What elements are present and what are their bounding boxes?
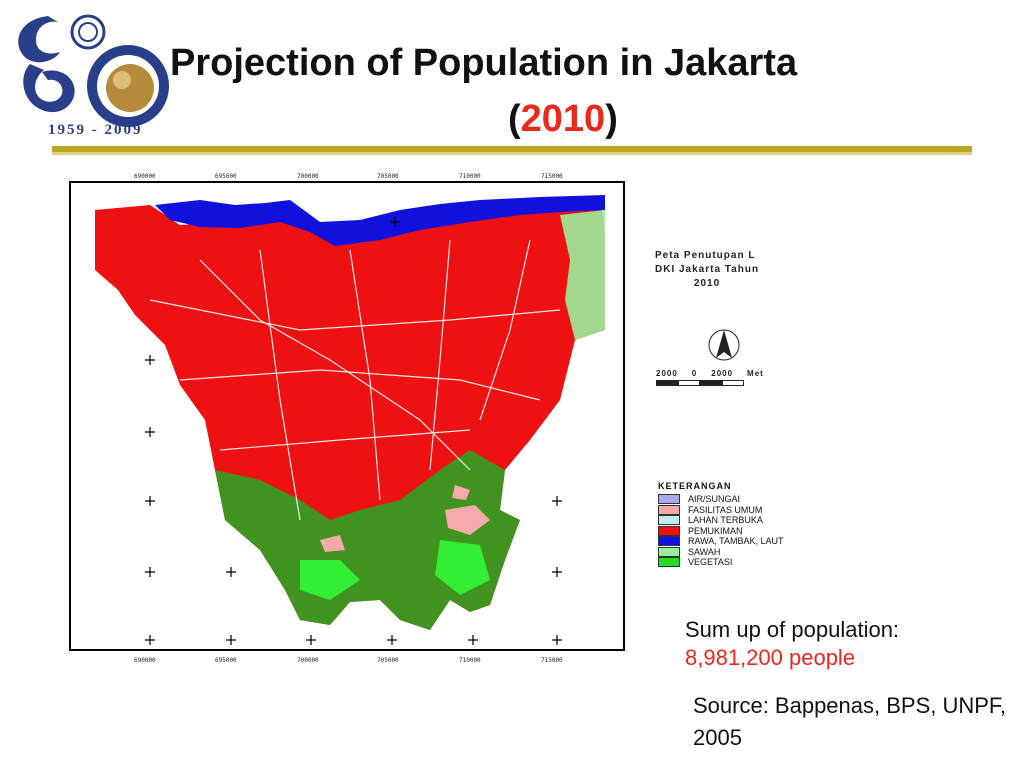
- legend-title: KETERANGAN: [658, 481, 732, 491]
- logo-years: 1959 - 2009: [48, 122, 143, 138]
- title-divider: [52, 146, 972, 152]
- vegetation-zone: [215, 450, 520, 630]
- legend-item: RAWA, TAMBAK, LAUT: [658, 536, 784, 547]
- subtitle-year: 2010: [520, 98, 606, 140]
- legend-item: FASILITAS UMUM: [658, 504, 784, 516]
- north-arrow-icon: [708, 329, 740, 361]
- legend-item: VEGETASI: [658, 557, 784, 568]
- seal-icon: [70, 14, 106, 50]
- bottom-tick: 715000: [541, 657, 563, 664]
- top-tick: 690000: [134, 173, 156, 180]
- top-tick: 705000: [377, 173, 399, 180]
- top-tick: 715000: [541, 173, 563, 180]
- bottom-tick: 710000: [459, 657, 481, 664]
- title-divider-shadow: [52, 152, 972, 155]
- legend-item: PEMUKIMAN: [658, 525, 784, 537]
- top-tick: 695000: [215, 173, 237, 180]
- map-title: Peta Penutupan L DKI Jakarta Tahun 2010: [655, 250, 760, 289]
- legend-item: LAHAN TERBUKA: [658, 515, 784, 526]
- population-summary: Sum up of population: 8,981,200 people: [685, 616, 899, 672]
- bottom-tick: 695000: [215, 657, 237, 664]
- sea-zone: [155, 195, 605, 246]
- bottom-tick: 705000: [377, 657, 399, 664]
- bottom-tick: 690000: [134, 657, 156, 664]
- page-subtitle: (2010): [508, 98, 618, 140]
- bottom-tick: 700000: [297, 657, 319, 664]
- legend-item: SAWAH: [658, 546, 784, 558]
- summary-label: Sum up of population:: [685, 617, 900, 642]
- top-tick: 710000: [459, 173, 481, 180]
- summary-value: 8,981,200 people: [685, 645, 856, 670]
- anniversary-logo: 1959 - 2009: [18, 14, 169, 138]
- legend-item: AIR/SUNGAI: [658, 494, 784, 505]
- scale-bar: 2000 0 2000 Met: [656, 369, 764, 386]
- source-citation: Source: Bappenas, BPS, UNPF, 2005: [693, 693, 1007, 750]
- map-legend: KETERANGAN AIR/SUNGAI FASILITAS UMUM LAH…: [658, 481, 784, 568]
- top-tick: 700000: [297, 173, 319, 180]
- page-title: Projection of Population in Jakarta: [170, 42, 798, 84]
